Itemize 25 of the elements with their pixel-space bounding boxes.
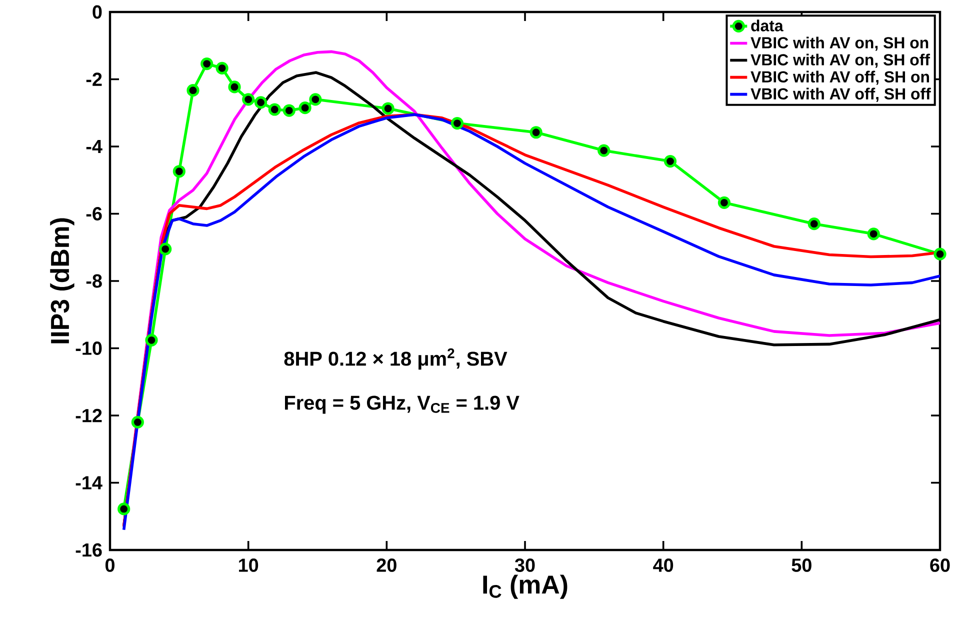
- legend-label: VBIC with AV off, SH off: [750, 88, 931, 102]
- y-tick-label: -2: [86, 72, 102, 86]
- y-tick-label: 0: [92, 5, 102, 19]
- legend-label: data: [751, 20, 784, 32]
- y-tick-label: -6: [86, 207, 102, 220]
- y-tick-label: -16: [76, 543, 102, 557]
- x-tick-label: 50: [792, 558, 812, 572]
- legend-label: VBIC with AV on, SH on: [750, 36, 928, 51]
- y-tick-label: -4: [86, 140, 102, 154]
- y-tick-label: -12: [76, 408, 102, 422]
- y-tick-label: -14: [76, 476, 102, 490]
- x-tick-label: 30: [514, 558, 535, 572]
- y-axis-title: IIP3 (dBm): [50, 218, 74, 344]
- x-tick-label: 20: [376, 558, 396, 572]
- legend-label: VBIC with AV on, SH off: [750, 54, 930, 68]
- legend-label: VBIC with AV off, SH on: [750, 70, 929, 85]
- x-tick-label: 10: [238, 558, 258, 572]
- x-tick-label: 40: [653, 558, 674, 572]
- x-axis-title: I$_{C}$ (mA): [483, 574, 568, 599]
- y-tick-label: -10: [76, 342, 102, 355]
- x-tick-label: 60: [930, 558, 950, 572]
- annotation: 8HP 0.12 × 18 μm$^{2}$, SBV: [284, 348, 508, 370]
- y-tick-label: -8: [86, 274, 102, 288]
- x-tick-label: 0: [105, 558, 114, 572]
- annotation: Freq = 5 GHz, V$_{CE}$ = 1.9 V: [285, 396, 520, 414]
